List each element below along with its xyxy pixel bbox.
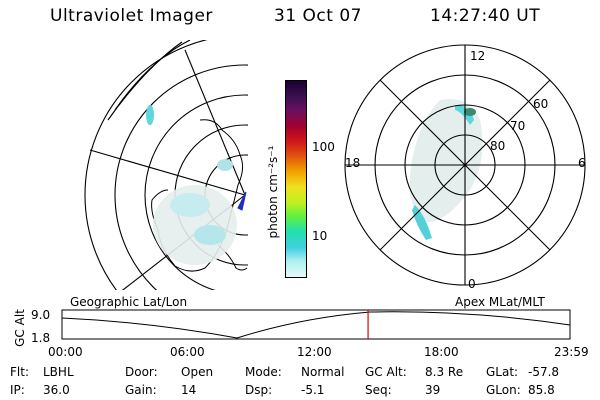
status-label: Dsp: <box>245 383 273 397</box>
mlt-diagonal <box>379 79 551 251</box>
status-value: -57.8 <box>528 365 560 379</box>
status-label: Door: <box>125 365 158 379</box>
alt-xtick-0: 00:00 <box>48 345 83 359</box>
alt-xtick-1: 06:00 <box>170 345 205 359</box>
pole-marker <box>237 191 247 211</box>
status-value: 14 <box>181 383 197 397</box>
lat-circle <box>114 64 248 290</box>
meridian-line <box>89 149 246 196</box>
status-label: GLat: <box>486 365 519 379</box>
mlt-label-6: 6 <box>578 156 586 170</box>
status-value: -5.1 <box>301 383 325 397</box>
alt-ytick-min: 1.8 <box>31 331 51 345</box>
left-panel-caption: Geographic Lat/Lon <box>70 295 188 309</box>
limb-arc <box>107 41 183 121</box>
alt-ytick-max: 9.0 <box>31 308 51 322</box>
status-value: 36.0 <box>43 383 70 397</box>
mlat-label-70: 70 <box>510 119 526 133</box>
mlt-label-12: 12 <box>470 49 486 63</box>
intensity-colorbar <box>285 80 307 278</box>
mlat-label-60: 60 <box>533 97 549 111</box>
observation-time: 14:27:40 UT <box>430 6 541 26</box>
alt-xtick-3: 18:00 <box>424 345 459 359</box>
status-value: LBHL <box>43 365 74 379</box>
colorbar-tick-100: 100 <box>312 140 335 154</box>
aurora-emission-right <box>409 99 483 240</box>
right-panel-caption: Apex MLat/MLT <box>455 295 545 309</box>
status-label: GC Alt: <box>365 365 407 379</box>
colorbar-tick-10: 10 <box>312 229 328 243</box>
aurora-emission-left <box>146 105 237 265</box>
status-label: Flt: <box>10 365 29 379</box>
status-label: IP: <box>10 383 25 397</box>
status-value: 8.3 Re <box>425 365 464 379</box>
observation-date: 31 Oct 07 <box>274 6 362 26</box>
status-label: GLon: <box>486 383 521 397</box>
alt-xtick-4: 23:59 <box>554 345 589 359</box>
status-label: Seq: <box>365 383 392 397</box>
instrument-title: Ultraviolet Imager <box>50 6 213 26</box>
status-value: Normal <box>301 365 345 379</box>
alt-plot-frame <box>61 309 571 340</box>
mlt-label-0: 0 <box>468 277 476 291</box>
alt-curve <box>61 311 571 339</box>
status-label: Mode: <box>245 365 282 379</box>
status-value: 85.8 <box>528 383 555 397</box>
status-label: Gain: <box>125 383 157 397</box>
alt-xtick-2: 12:00 <box>297 345 332 359</box>
lat-circle <box>144 94 248 290</box>
status-value: 39 <box>425 383 441 397</box>
mlt-label-18: 18 <box>345 156 361 170</box>
status-value: Open <box>181 365 214 379</box>
mlat-label-80: 80 <box>490 139 506 153</box>
lat-circle <box>84 40 208 290</box>
